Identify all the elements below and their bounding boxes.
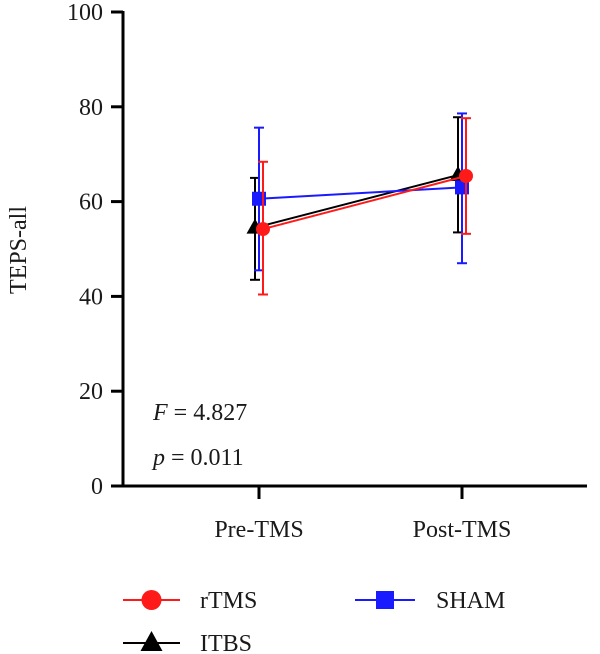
legend-marker-sham: [376, 591, 394, 609]
legend-item-itbs: ITBS: [123, 631, 252, 654]
series-rtms: [256, 117, 473, 296]
legend: rTMS SHAM ITBS: [123, 588, 505, 654]
point-rtms: [459, 169, 473, 184]
series-layer: [246, 112, 473, 296]
legend-item-rtms: rTMS: [123, 588, 257, 614]
legend-marker-itbs: [140, 631, 163, 651]
f-value: = 4.827: [168, 400, 248, 426]
f-statistic: F = 4.827: [152, 400, 247, 426]
legend-label-sham: SHAM: [436, 588, 505, 614]
p-symbol: p: [151, 445, 165, 471]
f-symbol: F: [152, 400, 168, 426]
y-tick-label: 40: [79, 284, 103, 310]
y-tick-label: 60: [79, 190, 103, 216]
y-tick-label: 100: [67, 0, 103, 26]
axes: 0 20 40 60 80 100 Pre-TMS Post-TMS: [67, 0, 587, 543]
point-rtms: [256, 222, 270, 237]
y-axis-label: TEPS-all: [6, 206, 32, 294]
line-sham: [258, 186, 463, 200]
line-rtms: [262, 175, 467, 231]
p-value: = 0.011: [165, 445, 244, 471]
x-tick-label: Pre-TMS: [214, 517, 303, 543]
p-statistic: p = 0.011: [151, 445, 244, 471]
legend-marker-rtms: [141, 590, 162, 610]
y-tick-label: 20: [79, 379, 103, 405]
line-itbs: [254, 174, 459, 229]
series-sham: [252, 112, 469, 272]
legend-label-rtms: rTMS: [200, 588, 257, 614]
x-tick-label: Post-TMS: [413, 517, 512, 543]
y-tick-label: 80: [79, 95, 103, 121]
legend-item-sham: SHAM: [355, 588, 505, 614]
y-tick-label: 0: [91, 474, 103, 500]
legend-label-itbs: ITBS: [200, 631, 252, 654]
